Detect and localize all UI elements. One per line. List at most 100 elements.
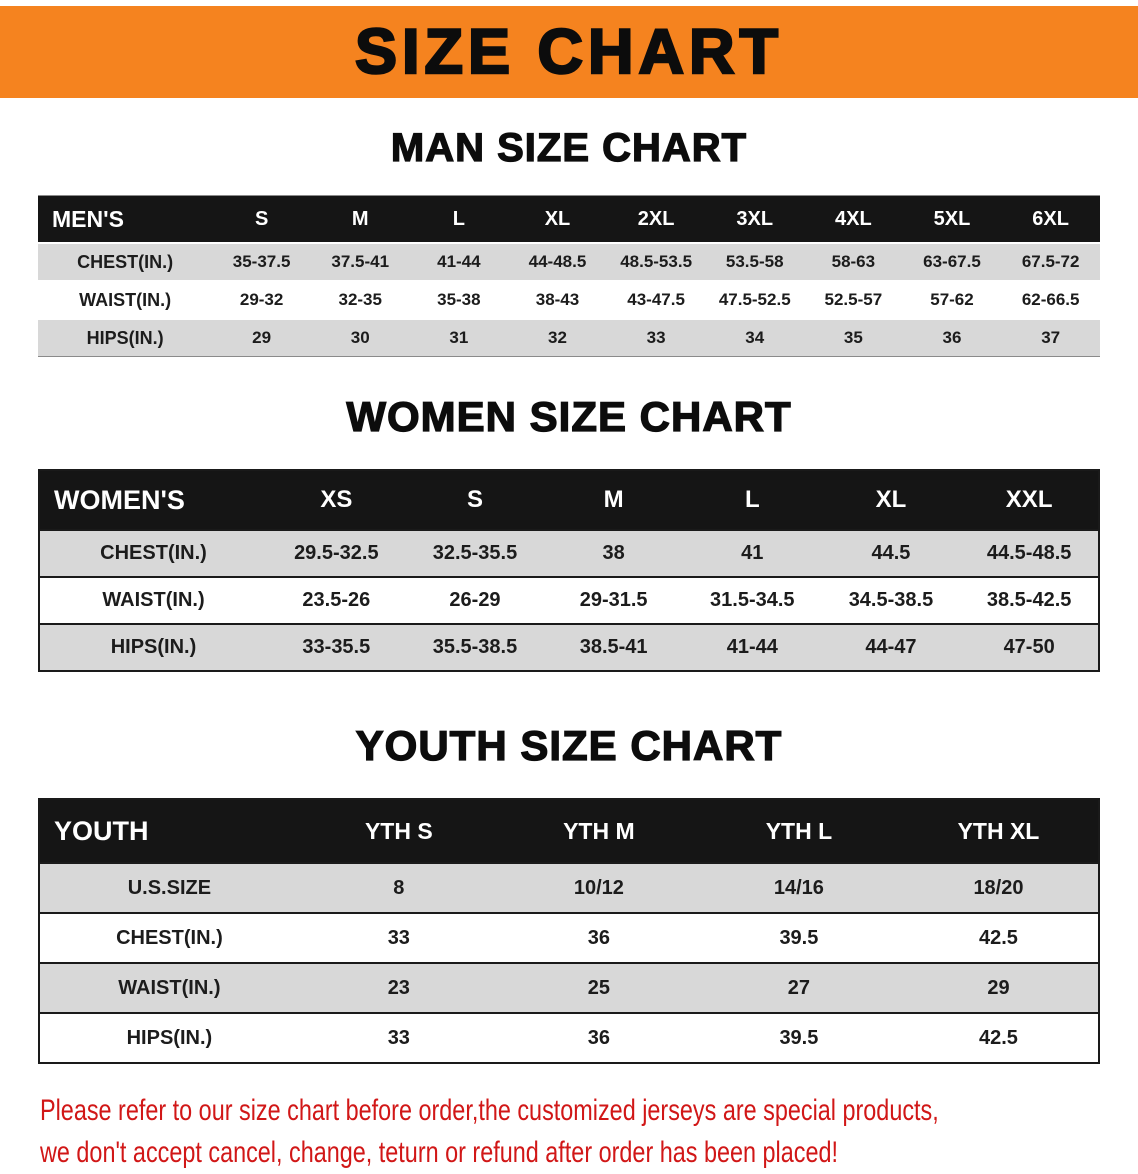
measurement-row: CHEST(IN.) 29.5-32.5 32.5-35.5 38 41 44.5 44.5… xyxy=(39,530,1099,577)
measurement-value: 10/12 xyxy=(573,876,624,899)
disclaimer-line-1: Please refer to our size chart before or… xyxy=(40,1094,939,1127)
measurement-label: CHEST(IN.) xyxy=(77,251,174,272)
measurement-label: HIPS(IN.) xyxy=(110,636,197,658)
measurement-value: 34.5-38.5 xyxy=(848,589,934,611)
measurement-value: 38.5-42.5 xyxy=(986,589,1072,611)
measurement-value: 33 xyxy=(646,328,666,347)
table-header-row: WOMEN'S XS S M L XL XXL xyxy=(39,470,1099,530)
size-column-header: XL xyxy=(508,195,607,243)
measurement-value: 41-44 xyxy=(726,636,778,658)
youth-size-table: YOUTH YTH S YTH M YTH L YTH XL U.S.SIZE 8 10/12… xyxy=(38,798,1100,1064)
size-column-header: 2XL xyxy=(606,195,706,243)
measurement-value: 33 xyxy=(387,926,410,949)
measurement-value: 39.5 xyxy=(779,926,819,949)
page-title: SIZE CHART xyxy=(354,16,783,89)
measurement-value: 14/16 xyxy=(773,876,824,899)
measurement-value: 18/20 xyxy=(973,876,1024,899)
measurement-value: 67.5-72 xyxy=(1021,252,1080,271)
size-column-header: L xyxy=(409,195,509,243)
measurement-row: WAIST(IN.) 23 25 27 29 xyxy=(39,963,1099,1013)
measurement-value: 25 xyxy=(587,976,610,999)
measurement-value: 58-63 xyxy=(831,252,876,271)
measurement-value: 8 xyxy=(393,876,405,899)
size-column-header: XL xyxy=(821,470,961,530)
men-section-heading: MAN SIZE CHART xyxy=(390,125,748,170)
measurement-value: 33-35.5 xyxy=(302,636,371,658)
measurement-value: 32.5-35.5 xyxy=(432,542,518,564)
measurement-row: WAIST(IN.) 29-32 32-35 35-38 38-43 43-47.5 47.… xyxy=(38,281,1100,319)
women-section-heading: WOMEN SIZE CHART xyxy=(346,392,792,440)
banner: SIZE CHART xyxy=(0,6,1138,98)
size-column-header: YTH S xyxy=(298,799,499,863)
measurement-row: CHEST(IN.) 33 36 39.5 42.5 xyxy=(39,913,1099,963)
measurement-value: 33 xyxy=(387,1026,410,1049)
measurement-value: 29.5-32.5 xyxy=(294,542,379,564)
measurement-value: 35-37.5 xyxy=(232,252,291,271)
size-chart-page: SIZE CHART MAN SIZE CHART MEN'S S M L XL 2XL 3… xyxy=(0,6,1138,1174)
measurement-label: WAIST(IN.) xyxy=(102,589,205,611)
size-column-header: M xyxy=(310,195,410,243)
disclaimer: Please refer to our size chart before or… xyxy=(40,1090,1138,1174)
men-size-table: MEN'S S M L XL 2XL 3XL 4XL 5XL 6XL CHEST(IN.) 35-37… xyxy=(38,195,1100,357)
measurement-value: 32 xyxy=(548,328,567,347)
disclaimer-line-2: we don't accept cancel, change, teturn o… xyxy=(40,1136,838,1169)
size-column-header: M xyxy=(544,470,683,530)
measurement-label: WAIST(IN.) xyxy=(118,976,221,999)
table-header-row: MEN'S S M L XL 2XL 3XL 4XL 5XL 6XL xyxy=(38,195,1100,243)
measurement-value: 23.5-26 xyxy=(302,589,371,611)
measurement-value: 29 xyxy=(987,976,1010,999)
measurement-label: HIPS(IN.) xyxy=(126,1026,213,1049)
size-column-header: XXL xyxy=(960,470,1099,530)
measurement-value: 36 xyxy=(587,1026,610,1049)
measurement-value: 35 xyxy=(843,328,863,347)
measurement-value: 30 xyxy=(350,328,370,347)
size-column-header: 5XL xyxy=(902,195,1002,243)
measurement-value: 47-50 xyxy=(1003,636,1055,658)
measurement-value: 62-66.5 xyxy=(1021,290,1080,309)
measurement-value: 42.5 xyxy=(979,1026,1018,1049)
measurement-value: 27 xyxy=(787,976,811,999)
measurement-value: 52.5-57 xyxy=(824,290,883,309)
measurement-row: U.S.SIZE 8 10/12 14/16 18/20 xyxy=(39,863,1099,913)
measurement-value: 63-67.5 xyxy=(923,252,981,271)
measurement-value: 41 xyxy=(741,542,764,564)
table-title-cell: YOUTH xyxy=(39,799,299,863)
measurement-label: CHEST(IN.) xyxy=(116,926,223,949)
measurement-value: 34 xyxy=(745,328,765,347)
size-column-header: 4XL xyxy=(804,195,903,243)
size-column-header: YTH M xyxy=(498,799,699,863)
measurement-value: 44.5 xyxy=(871,542,911,564)
measurement-value: 39.5 xyxy=(779,1026,819,1049)
size-column-header: 3XL xyxy=(705,195,805,243)
size-column-header: S xyxy=(405,470,545,530)
measurement-value: 26-29 xyxy=(449,589,501,611)
measurement-label: CHEST(IN.) xyxy=(100,542,207,564)
measurement-value: 41-44 xyxy=(437,252,481,271)
measurement-value: 29-32 xyxy=(239,290,284,309)
measurement-row: HIPS(IN.) 33-35.5 35.5-38.5 38.5-41 41-44 44-… xyxy=(39,624,1099,671)
measurement-value: 44-48.5 xyxy=(528,252,587,271)
size-column-header: S xyxy=(212,195,311,243)
measurement-row: HIPS(IN.) 33 36 39.5 42.5 xyxy=(39,1013,1099,1063)
measurement-value: 44-47 xyxy=(865,636,917,658)
measurement-row: WAIST(IN.) 23.5-26 26-29 29-31.5 31.5-34.5 34… xyxy=(39,577,1099,624)
measurement-value: 29 xyxy=(252,328,272,347)
measurement-value: 31 xyxy=(449,328,469,347)
measurement-label: HIPS(IN.) xyxy=(86,327,164,348)
measurement-value: 44.5-48.5 xyxy=(986,542,1072,564)
measurement-label: WAIST(IN.) xyxy=(79,289,172,310)
measurement-value: 29-31.5 xyxy=(579,589,648,611)
table-header-row: YOUTH YTH S YTH M YTH L YTH XL xyxy=(39,799,1099,863)
size-column-header: YTH XL xyxy=(898,799,1099,863)
measurement-value: 42.5 xyxy=(979,926,1018,949)
women-size-table: WOMEN'S XS S M L XL XXL CHEST(IN.) 29.5-32.5 32.5… xyxy=(38,469,1100,672)
measurement-value: 38.5-41 xyxy=(579,636,648,658)
measurement-value: 37.5-41 xyxy=(331,252,390,271)
measurement-value: 23 xyxy=(387,976,410,999)
measurement-value: 36 xyxy=(587,926,610,949)
measurement-value: 57-62 xyxy=(930,290,974,309)
measurement-value: 36 xyxy=(942,328,962,347)
measurement-value: 37 xyxy=(1041,328,1061,347)
table-title-cell: MEN'S xyxy=(38,195,213,243)
measurement-value: 43-47.5 xyxy=(627,290,685,309)
